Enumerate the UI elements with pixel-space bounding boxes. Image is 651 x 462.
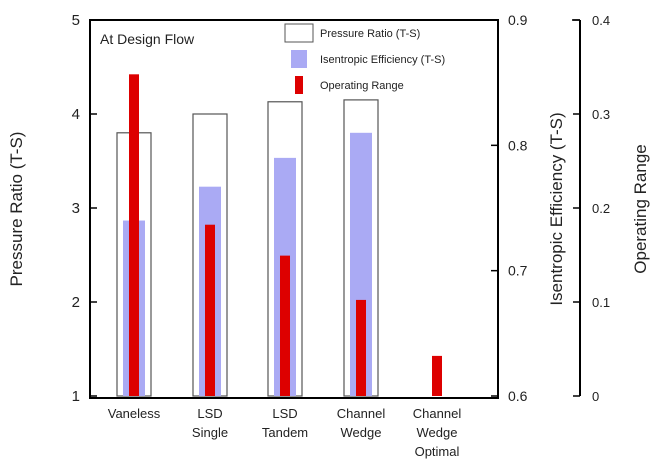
operating-range-bar (280, 255, 290, 396)
category-label: Wedge (341, 425, 382, 440)
right-axis-1-tick-label: 0.6 (508, 388, 528, 404)
legend-label-pressure-ratio: Pressure Ratio (T-S) (320, 28, 420, 40)
legend-label-isentropic-efficiency: Isentropic Efficiency (T-S) (320, 54, 445, 66)
efficiency-bar (350, 132, 372, 397)
left-axis-label: Pressure Ratio (T-S) (7, 132, 26, 287)
left-axis-tick-label: 4 (72, 106, 80, 123)
right-axis-2-label: Operating Range (631, 144, 650, 273)
category-label: Channel (337, 406, 386, 421)
left-axis-tick-label: 5 (72, 12, 80, 29)
category-label: LSD (197, 406, 222, 421)
left-axis-tick-label: 1 (72, 388, 80, 405)
right-axis-2-tick-label: 0.1 (592, 295, 610, 310)
operating-range-bar (432, 355, 442, 396)
right-axis-1-tick-label: 0.8 (508, 137, 528, 153)
operating-range-bar (356, 299, 366, 396)
bars-layer (116, 74, 442, 397)
axes-layer: Vaneless LSD Single LSD Tandem Channel Wedge Ch… (72, 12, 610, 459)
category-label: Single (192, 425, 228, 440)
right-axis-2-tick-label: 0.2 (592, 201, 610, 216)
operating-range-bar (205, 224, 215, 396)
legend-swatch-pressure-ratio (284, 23, 314, 43)
design-flow-annotation: At Design Flow (100, 31, 195, 47)
right-axis-2-tick-label: 0 (592, 389, 599, 404)
operating-range-bar (129, 74, 139, 397)
right-axis-2-tick-label: 0.3 (592, 107, 610, 122)
category-label: LSD (272, 406, 297, 421)
category-label: Channel (413, 406, 462, 421)
right-axis-1-tick-label: 0.9 (508, 12, 528, 28)
category-label: Vaneless (108, 406, 161, 421)
legend-label-operating-range: Operating Range (320, 80, 404, 92)
legend: Pressure Ratio (T-S) Isentropic Efficien… (284, 23, 445, 94)
category-label: Optimal (415, 444, 460, 459)
right-axis-1-tick-label: 0.7 (508, 263, 528, 279)
legend-swatch-isentropic-efficiency (291, 50, 307, 68)
right-axis-1-label: Isentropic Efficiency (T-S) (547, 112, 566, 305)
left-axis-tick-label: 2 (72, 294, 80, 311)
category-label: Wedge (417, 425, 458, 440)
legend-swatch-operating-range (295, 76, 303, 94)
category-label: Tandem (262, 425, 308, 440)
left-axis-tick-label: 3 (72, 200, 80, 217)
right-axis-2-tick-label: 0.4 (592, 13, 610, 28)
